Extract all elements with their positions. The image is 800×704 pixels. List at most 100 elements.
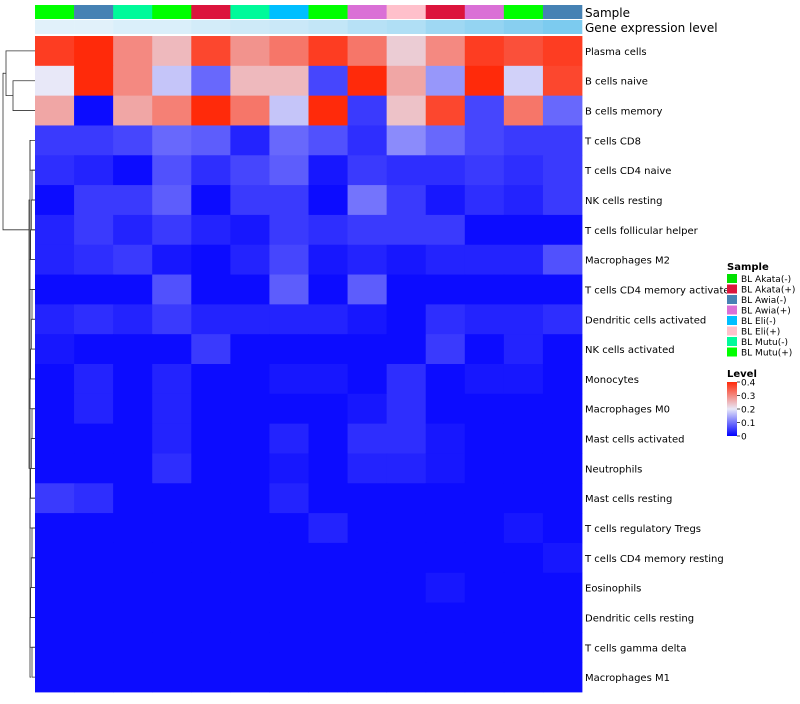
row-label: T cells CD4 memory activated [584, 285, 736, 296]
heatmap-cell [152, 334, 192, 365]
level-legend-tick-label: 0.2 [741, 406, 755, 416]
heatmap-cell [35, 334, 75, 365]
dendrogram-branch [30, 467, 35, 499]
heatmap-cell [35, 423, 75, 454]
heatmap-cell [308, 423, 348, 454]
heatmap-cell [35, 542, 75, 574]
gene-expression-annotation-cell [230, 20, 270, 34]
heatmap-cell [308, 483, 348, 514]
dendrogram-branch [29, 259, 35, 290]
heatmap-cell [230, 304, 270, 335]
sample-annotation-cell [425, 5, 466, 19]
heatmap-cell [347, 334, 388, 365]
heatmap-cell [74, 155, 114, 186]
heatmap-cell [542, 36, 583, 67]
sample-annotation-bar [35, 5, 583, 19]
heatmap-cell [386, 304, 427, 335]
heatmap-cell [230, 542, 270, 574]
sample-annotation-cell [74, 5, 114, 19]
heatmap-cell [347, 542, 388, 574]
heatmap-cell [152, 572, 192, 603]
heatmap-cell [191, 542, 231, 574]
heatmap-cell [347, 483, 388, 514]
heatmap-cell [308, 334, 348, 365]
heatmap-cell [35, 304, 75, 335]
heatmap-cell [74, 662, 114, 693]
heatmap-cell [386, 393, 427, 425]
heatmap-cell [191, 393, 231, 425]
heatmap-cell [503, 513, 544, 544]
heatmap-cell [113, 185, 153, 216]
sample-annotation-cell [386, 5, 427, 19]
heatmap-cell [74, 513, 114, 544]
heatmap-cell [425, 453, 466, 484]
heatmap-cell [503, 36, 544, 67]
heatmap-cell [308, 572, 348, 603]
heatmap-cell [503, 453, 544, 484]
heatmap-cell [152, 662, 192, 693]
heatmap-cell [542, 185, 583, 216]
heatmap-cell [269, 95, 309, 126]
heatmap-cell [35, 155, 75, 186]
heatmap-cell [191, 513, 231, 544]
heatmap-cell [152, 244, 192, 275]
heatmap-cell [74, 274, 114, 305]
sample-legend-label: BL Mutu(+) [741, 349, 792, 359]
gene-expression-annotation-cell [425, 20, 466, 34]
row-label: Monocytes [585, 375, 639, 386]
heatmap-cell [542, 155, 583, 186]
heatmap-cell [425, 65, 466, 97]
dendrogram-branch [30, 438, 35, 469]
heatmap-cell [386, 572, 427, 603]
sample-legend-label: BL Akata(-) [741, 275, 791, 285]
heatmap-cell [113, 423, 153, 454]
heatmap-cell [113, 334, 153, 365]
heatmap-cell [542, 364, 583, 395]
row-label: Neutrophils [585, 464, 642, 475]
row-dendrogram [2, 50, 35, 678]
heatmap-cell [230, 572, 270, 603]
heatmap-cell [269, 334, 309, 365]
heatmap-cell [113, 36, 153, 67]
heatmap-cell [35, 513, 75, 544]
heatmap-cell [542, 304, 583, 335]
heatmap-cell [347, 453, 388, 484]
heatmap-cell [74, 542, 114, 574]
heatmap-cell [503, 155, 544, 186]
sample-annotation-cell [113, 5, 153, 19]
heatmap-cell [191, 185, 231, 216]
heatmap-cell [425, 274, 466, 305]
sample-legend-swatch [727, 316, 737, 325]
heatmap-cell [230, 453, 270, 484]
sample-legend-swatch [727, 305, 737, 315]
level-legend-tick-label: 0.4 [741, 379, 756, 389]
heatmap-cell [503, 542, 544, 574]
heatmap-cell [464, 364, 505, 395]
dendrogram-branch [29, 497, 35, 529]
heatmap-cell [152, 95, 192, 126]
heatmap-cell [269, 483, 309, 514]
row-label: Eosinophils [585, 584, 641, 595]
heatmap-cell [464, 513, 505, 544]
heatmap-cell [425, 602, 466, 633]
sample-annotation-label: Sample [585, 6, 630, 20]
heatmap-cell [503, 423, 544, 454]
heatmap-cell [230, 65, 270, 97]
heatmap-cell [74, 244, 114, 275]
heatmap-cell [113, 274, 153, 305]
heatmap-cell [269, 393, 309, 425]
heatmap-cell [152, 602, 192, 633]
sample-legend-swatch [727, 326, 737, 336]
heatmap-cell [542, 632, 583, 663]
row-label: T cells regulatory Tregs [584, 524, 701, 535]
heatmap-cell [152, 483, 192, 514]
row-label: T cells CD4 naive [584, 166, 671, 177]
dendrogram-branch [30, 557, 35, 589]
heatmap-cell [503, 572, 544, 603]
heatmap-cell [152, 364, 192, 395]
heatmap-cell [35, 453, 75, 484]
heatmap-cell [503, 662, 544, 693]
heatmap-cell [386, 125, 427, 156]
heatmap-cell [152, 453, 192, 484]
heatmap-cell [464, 334, 505, 365]
